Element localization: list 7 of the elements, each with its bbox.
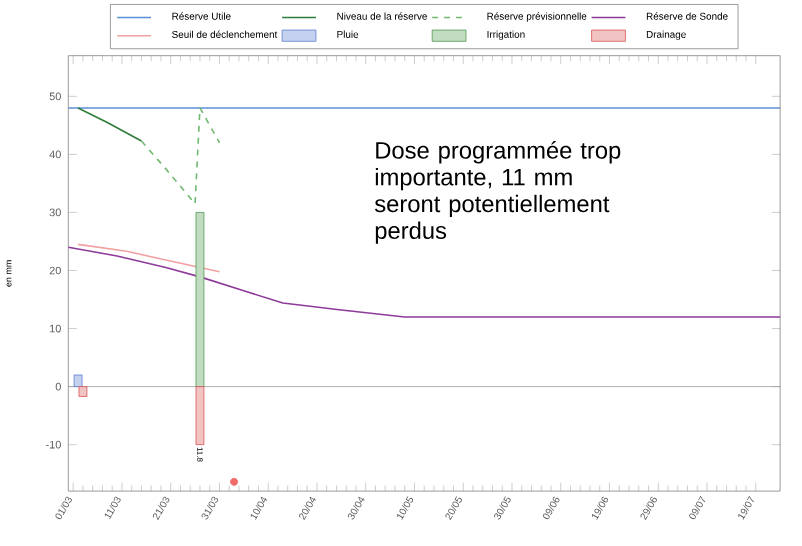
bar xyxy=(195,211,205,387)
annotation: Dose programmée trop importante, 11 mm seront potentiellement perdus xyxy=(374,140,621,244)
line-series xyxy=(140,106,221,205)
bar xyxy=(78,385,88,397)
line-series xyxy=(77,243,221,273)
bar xyxy=(73,374,83,387)
bar xyxy=(195,385,205,445)
